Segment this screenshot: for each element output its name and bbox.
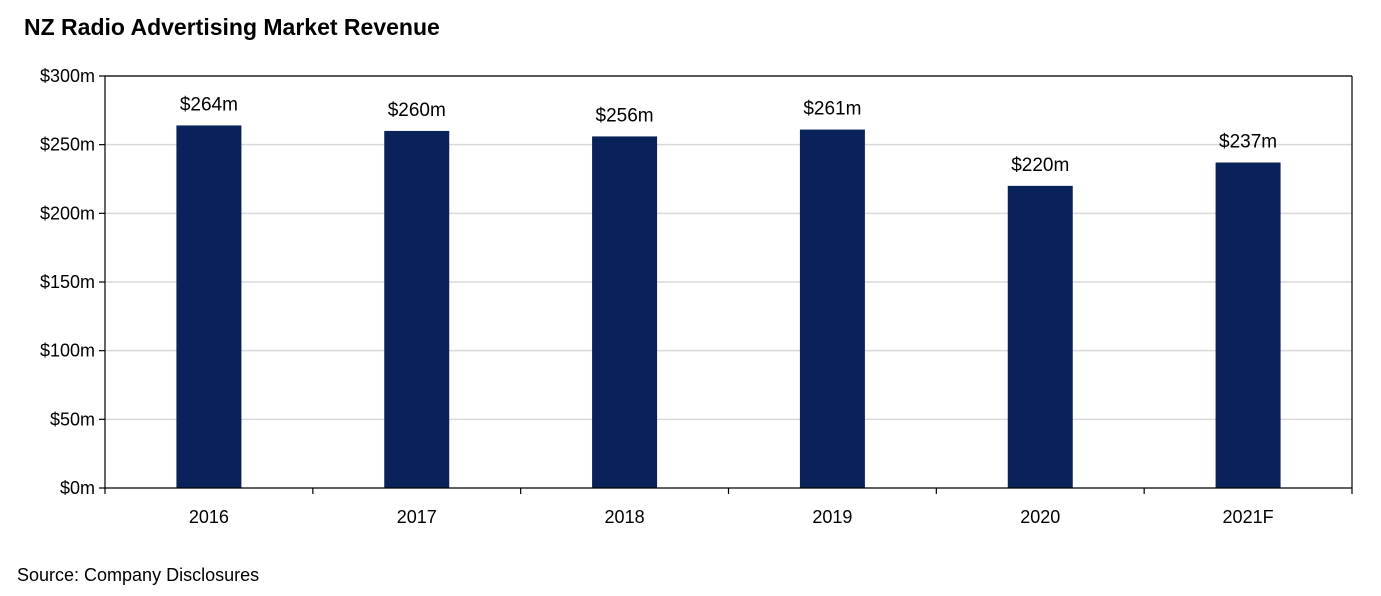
data-label: $256m — [596, 105, 654, 126]
data-label: $261m — [803, 99, 861, 120]
y-tick-label: $200m — [40, 203, 95, 223]
bar-2017 — [384, 130, 450, 488]
x-tick-label: 2018 — [605, 507, 645, 527]
bar-2020 — [1007, 185, 1073, 488]
bar-2021f — [1215, 162, 1281, 488]
bar-2018 — [592, 136, 658, 488]
x-tick-label: 2020 — [1020, 507, 1060, 527]
bars — [176, 125, 1281, 488]
y-tick-label: $250m — [40, 135, 95, 155]
data-label: $220m — [1011, 155, 1069, 176]
y-tick-label: $150m — [40, 272, 95, 292]
x-tick-label: 2016 — [189, 507, 229, 527]
x-tick-label: 2017 — [397, 507, 437, 527]
source-note: Source: Company Disclosures — [17, 565, 260, 585]
y-tick-label: $300m — [40, 66, 95, 86]
chart-title: NZ Radio Advertising Market Revenue — [24, 14, 440, 40]
data-label: $237m — [1219, 132, 1277, 153]
x-tick-label: 2019 — [812, 507, 852, 527]
y-tick-label: $50m — [50, 409, 95, 429]
data-label: $264m — [180, 94, 238, 115]
axes — [99, 75, 1353, 494]
gridlines — [105, 75, 1352, 421]
labels: $0m $50m $100m $150m $200m $250m $300m $264m 201… — [40, 66, 1277, 527]
y-tick-label: $0m — [60, 478, 95, 498]
bar-2019 — [799, 129, 865, 488]
bar-2016 — [176, 125, 242, 488]
y-tick-label: $100m — [40, 341, 95, 361]
x-tick-label: 2021F — [1223, 507, 1274, 527]
data-label: $260m — [388, 100, 446, 121]
